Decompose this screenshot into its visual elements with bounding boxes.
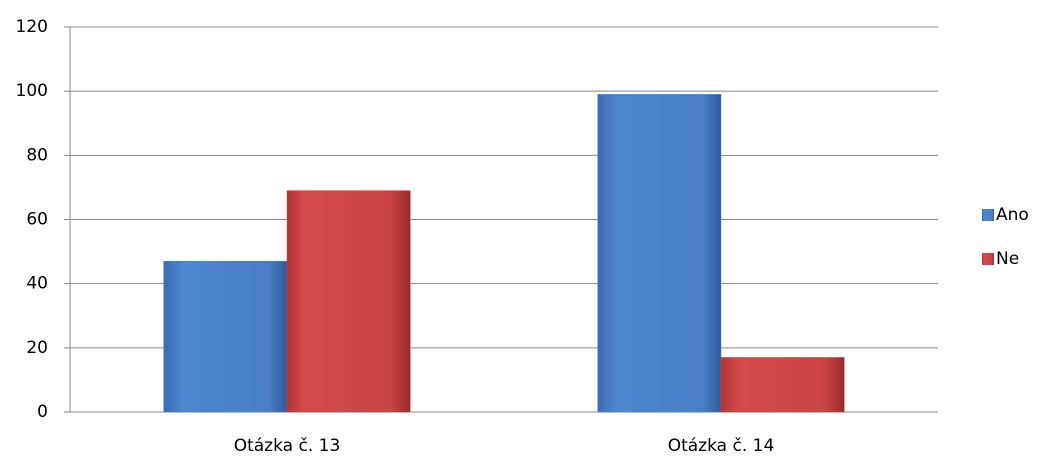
y-tick-label: 40 bbox=[26, 274, 48, 294]
bar bbox=[163, 260, 288, 413]
x-tick-label: Otázka č. 13 bbox=[234, 436, 341, 456]
y-tick-label: 20 bbox=[26, 338, 48, 358]
bar bbox=[720, 357, 845, 413]
legend-swatch bbox=[982, 253, 994, 265]
bar bbox=[286, 190, 411, 413]
legend-swatch bbox=[982, 209, 994, 221]
y-tick-label: 60 bbox=[26, 210, 48, 230]
legend-label: Ne bbox=[996, 249, 1019, 269]
x-tick-label: Otázka č. 14 bbox=[668, 436, 775, 456]
y-tick-label: 120 bbox=[16, 17, 48, 37]
y-tick-label: 100 bbox=[16, 81, 48, 101]
bar bbox=[597, 94, 722, 413]
y-tick-label: 0 bbox=[37, 402, 48, 422]
legend-label: Ano bbox=[996, 205, 1029, 225]
y-tick-label: 80 bbox=[26, 145, 48, 165]
